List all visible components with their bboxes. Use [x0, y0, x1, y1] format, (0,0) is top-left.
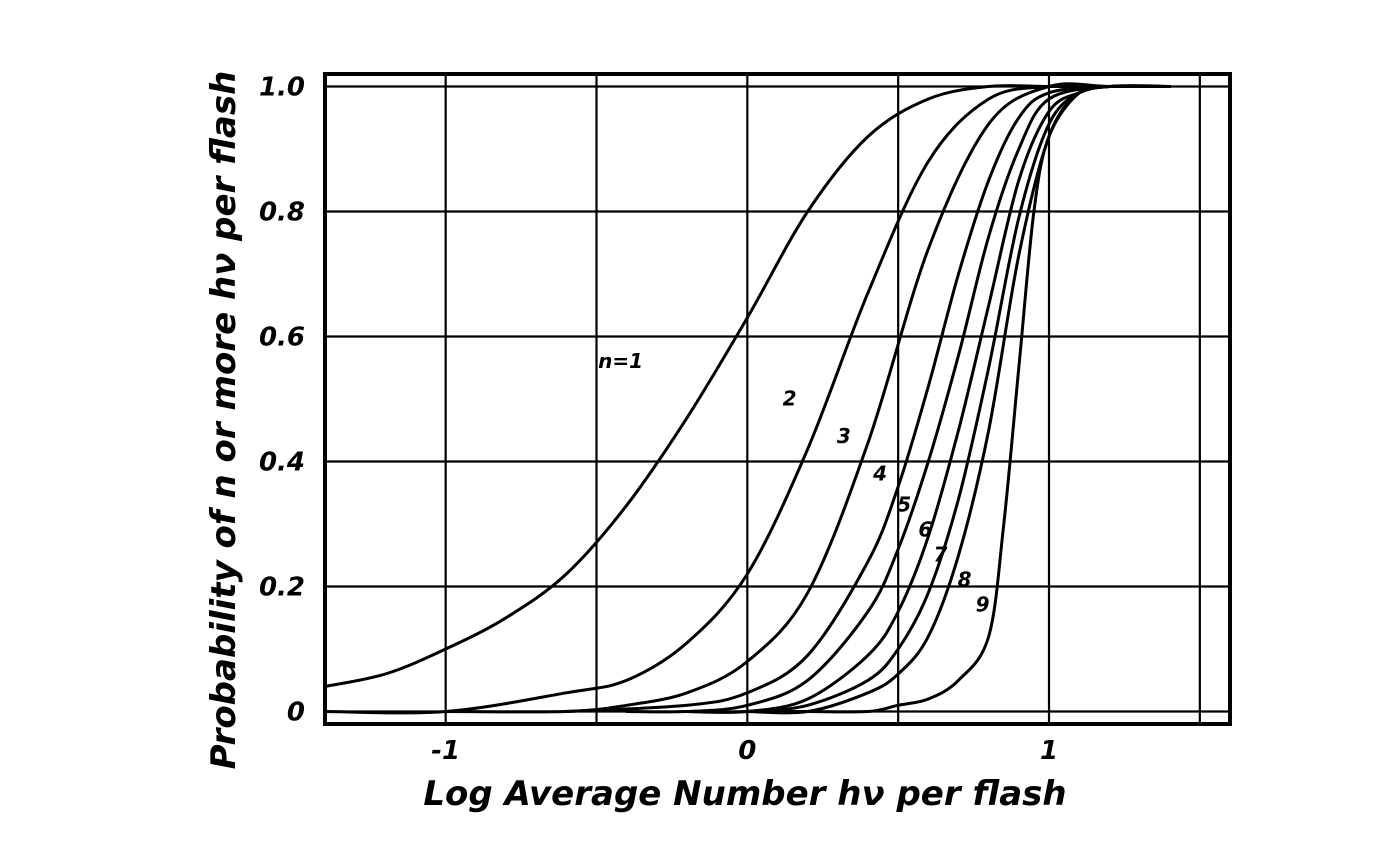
series-line-1 — [323, 84, 1172, 688]
series-line-6 — [685, 84, 1172, 714]
curve-label-1: n=1 — [598, 349, 643, 373]
series-line-3 — [444, 82, 1172, 714]
y-tick-label: 0 — [287, 698, 305, 728]
curve-label-6: 6 — [918, 518, 932, 542]
curve-label-3: 3 — [837, 424, 851, 448]
series-line-7 — [685, 84, 1172, 714]
curve-label-5: 5 — [897, 493, 911, 517]
x-tick-label: -1 — [431, 736, 460, 766]
y-tick-label: 0.4 — [259, 448, 305, 478]
series-line-4 — [564, 84, 1172, 713]
series-line-5 — [625, 84, 1172, 714]
x-tick-label: 1 — [1040, 736, 1058, 766]
curve-label-2: 2 — [783, 386, 797, 410]
curves — [323, 82, 1172, 715]
y-tick-label: 0.2 — [259, 573, 305, 603]
curve-label-9: 9 — [976, 593, 990, 617]
y-axis-title: Probability of n or more hν per flash — [204, 71, 244, 770]
y-tick-label: 1.0 — [259, 73, 305, 103]
grid-lines — [325, 74, 1230, 724]
curve-label-7: 7 — [933, 543, 947, 567]
tick-labels: -1 0 1 0 0.2 0.4 0.6 0.8 1.0 — [259, 73, 1058, 767]
series-line-2 — [323, 84, 1172, 715]
curve-label-4: 4 — [872, 461, 887, 485]
x-axis-title: Log Average Number hν per flash — [423, 774, 1066, 814]
plot-frame — [323, 72, 1232, 726]
series-line-9 — [745, 84, 1172, 714]
curve-label-8: 8 — [958, 568, 972, 592]
y-tick-label: 0.6 — [259, 323, 305, 353]
x-tick-label: 0 — [738, 736, 756, 766]
y-tick-label: 0.8 — [259, 198, 305, 228]
